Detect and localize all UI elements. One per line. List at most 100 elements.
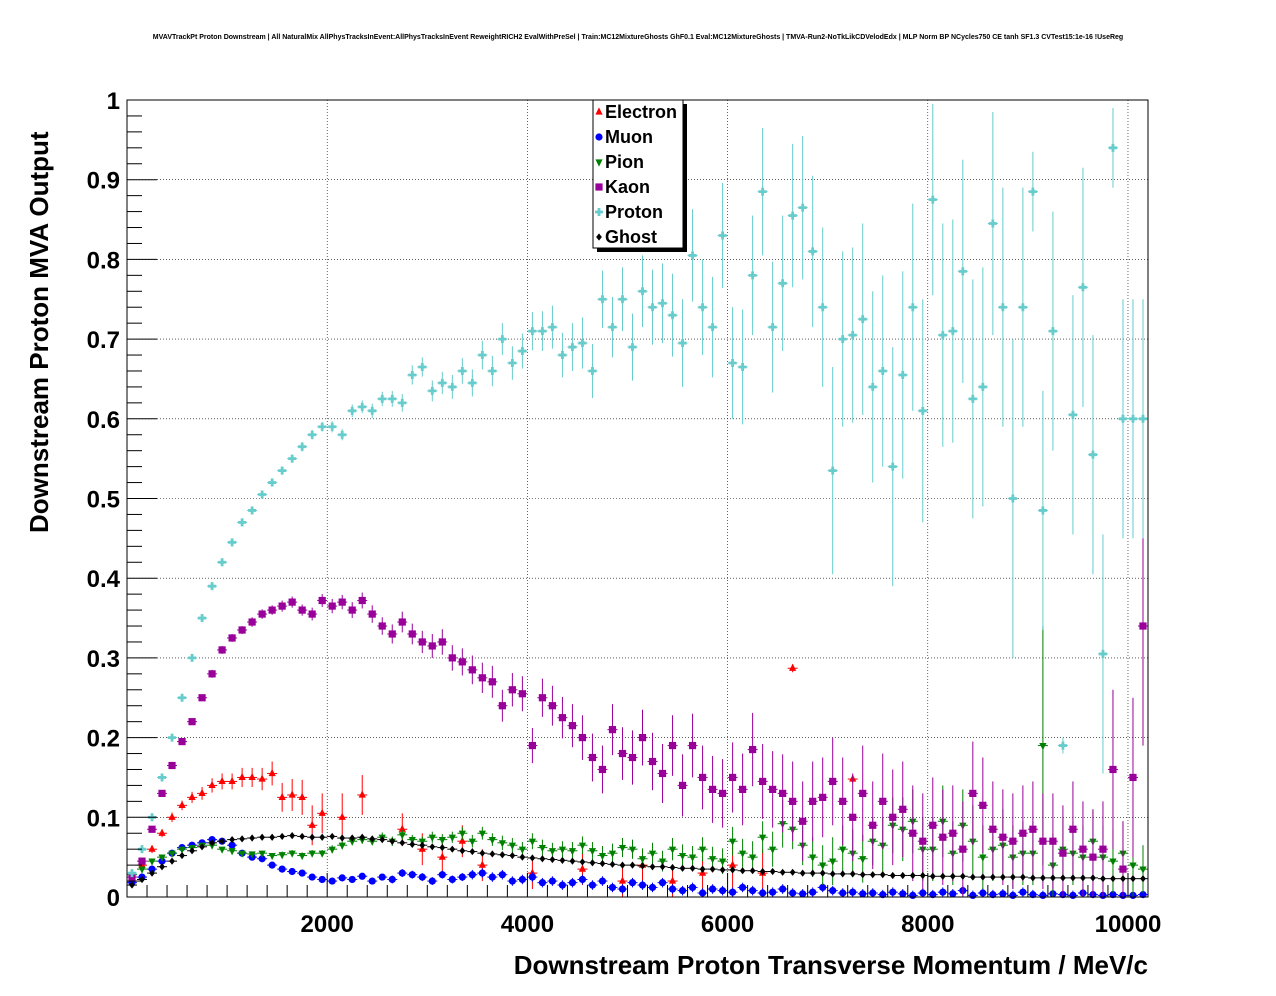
data-point [409, 840, 416, 848]
data-point [148, 825, 156, 833]
data-point [128, 869, 137, 878]
data-point [939, 833, 947, 841]
data-point [1130, 875, 1136, 883]
data-point [388, 875, 396, 884]
data-point [508, 877, 516, 885]
data-point [1108, 143, 1117, 152]
data-point [488, 873, 496, 881]
data-point [448, 834, 456, 842]
legend: Electron Muon Pion Kaon Proton Ghost [592, 99, 687, 252]
series-kaon [127, 506, 1148, 897]
data-point [779, 789, 787, 797]
data-point [809, 888, 817, 896]
data-point [258, 850, 266, 858]
data-point [308, 873, 316, 881]
data-point [629, 861, 636, 869]
data-point [428, 386, 437, 395]
data-point [488, 837, 496, 845]
data-point [278, 466, 287, 475]
y-tick-label: 0.4 [87, 566, 121, 593]
data-point [578, 339, 587, 348]
data-point [198, 788, 206, 796]
y-tick-label: 0.5 [87, 487, 120, 514]
data-point [248, 772, 256, 781]
data-point [189, 847, 195, 855]
data-point [509, 851, 516, 860]
data-point [769, 846, 777, 854]
data-point [868, 382, 877, 391]
data-point [378, 622, 386, 630]
data-point [328, 846, 336, 854]
data-point [459, 847, 466, 855]
legend-marker-electron [595, 107, 603, 115]
legend-marker-kaon [595, 183, 603, 191]
legend-marker-muon [595, 133, 603, 141]
data-point [299, 832, 306, 841]
data-point [759, 834, 767, 842]
data-point [678, 852, 687, 861]
data-point [979, 889, 987, 897]
data-point [348, 606, 356, 614]
data-point [418, 638, 426, 646]
data-point [338, 874, 346, 882]
data-point [538, 327, 547, 336]
data-point [238, 850, 246, 858]
legend-label-ghost: Ghost [605, 227, 657, 247]
data-point [869, 889, 877, 897]
data-point [308, 430, 317, 439]
y-tick-label: 0.3 [87, 646, 120, 673]
data-point [578, 875, 587, 884]
data-point [1120, 875, 1126, 883]
data-point [508, 359, 517, 368]
data-point [758, 187, 767, 196]
data-point [379, 836, 386, 844]
data-point [399, 839, 406, 847]
data-point [268, 606, 276, 614]
data-point [609, 860, 616, 868]
data-point [268, 768, 276, 777]
data-point [158, 789, 166, 797]
data-point [298, 869, 306, 877]
data-point [1029, 891, 1037, 899]
y-tick-label: 0 [107, 885, 120, 912]
data-point [628, 879, 637, 887]
data-point [929, 891, 937, 899]
data-point [809, 869, 816, 877]
data-point [468, 838, 476, 846]
data-point [709, 865, 716, 873]
data-point [418, 362, 427, 371]
data-point [769, 785, 777, 794]
data-point [288, 598, 296, 606]
data-point [228, 776, 236, 785]
data-point [688, 741, 697, 750]
data-point [348, 875, 356, 884]
data-point [638, 856, 647, 864]
data-point [279, 832, 286, 841]
data-point [819, 862, 827, 870]
data-point [799, 817, 807, 825]
data-point [469, 847, 476, 856]
y-tick-label: 0.9 [87, 168, 120, 195]
y-tick-label: 0.2 [87, 726, 120, 753]
data-point [358, 596, 366, 605]
data-point [839, 797, 847, 805]
data-point [468, 378, 477, 387]
data-point [849, 870, 856, 878]
data-point [999, 833, 1007, 841]
data-point [839, 870, 846, 878]
data-point [1019, 873, 1026, 881]
data-point [548, 877, 557, 885]
data-point [979, 854, 987, 862]
y-tick-label: 0.8 [87, 247, 120, 274]
data-point [768, 323, 777, 332]
x-tick-label: 4000 [501, 911, 554, 938]
data-point [608, 883, 617, 892]
data-point [488, 366, 497, 375]
data-point [358, 402, 367, 411]
data-point [218, 646, 226, 654]
x-tick-label: 2000 [301, 911, 354, 938]
data-point [308, 850, 316, 858]
data-point [658, 769, 667, 778]
data-point [648, 757, 657, 766]
data-point [969, 873, 976, 881]
